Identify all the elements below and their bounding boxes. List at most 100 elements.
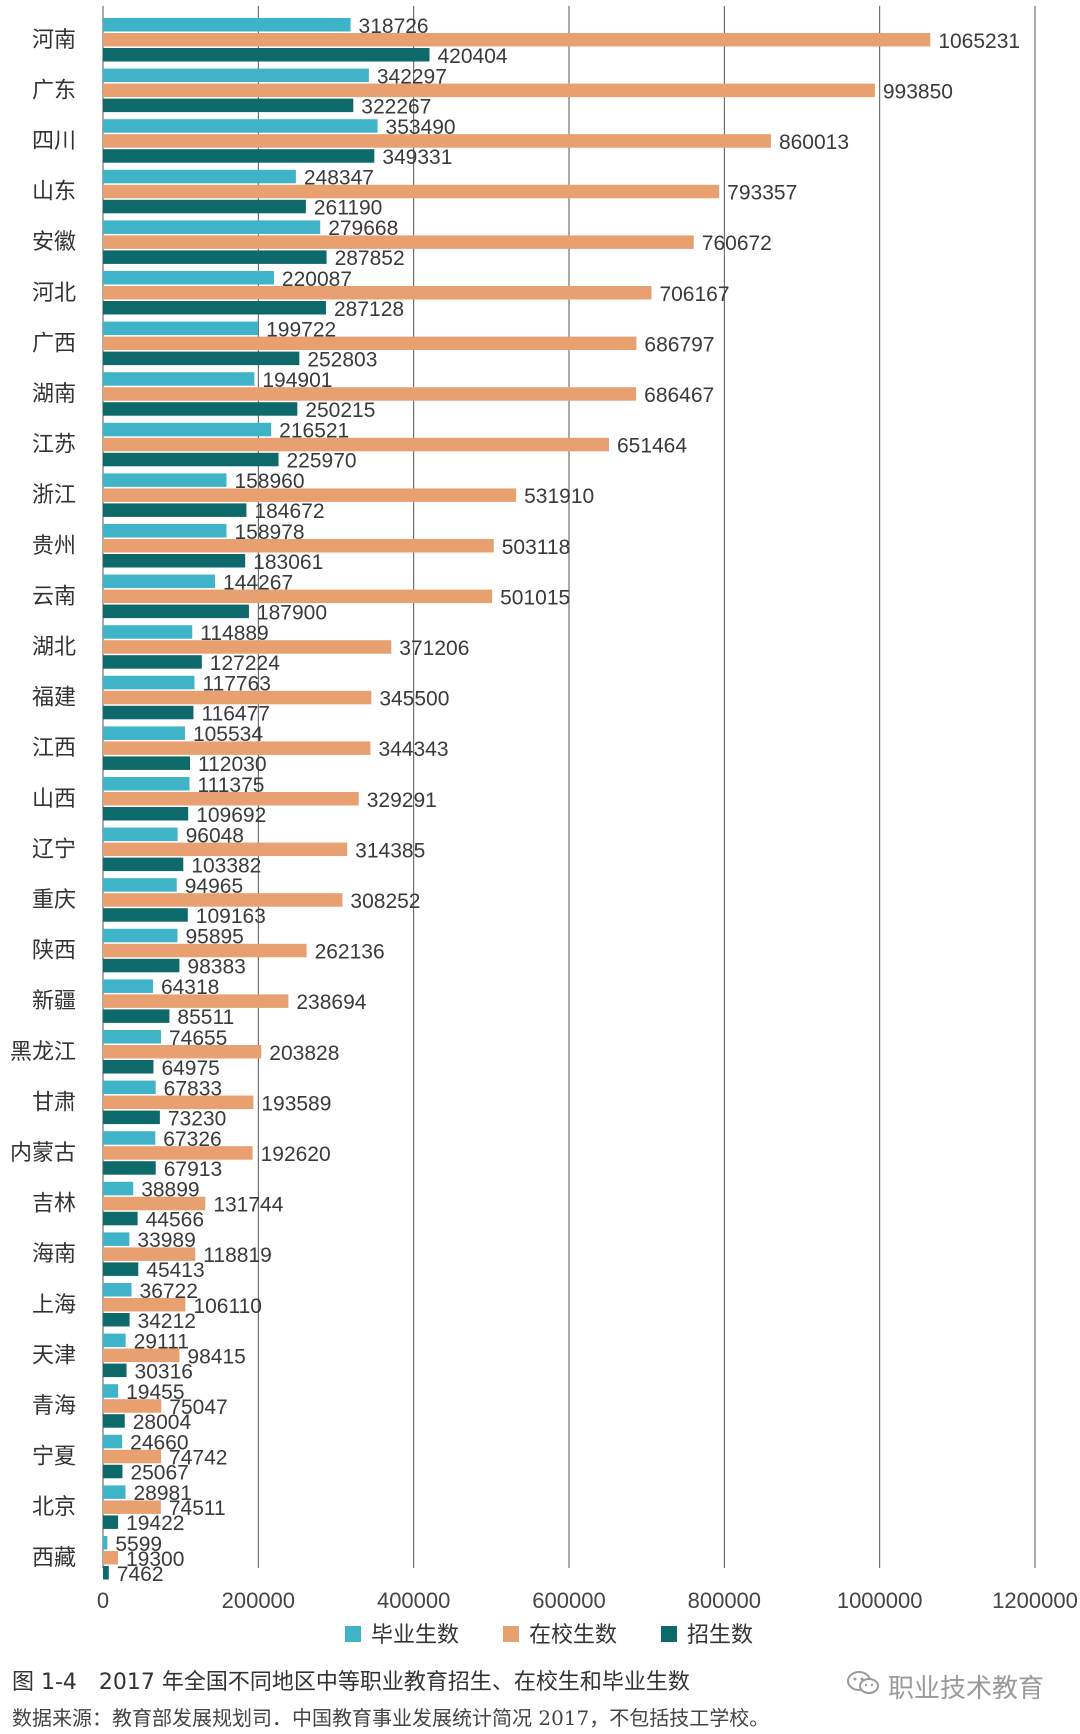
bar — [103, 928, 178, 943]
data-label: 74511 — [169, 1497, 226, 1520]
data-label: 5599 — [115, 1533, 162, 1556]
x-tick-label: 1200000 — [992, 1588, 1078, 1613]
data-label: 238694 — [296, 991, 366, 1014]
data-label: 109692 — [196, 804, 266, 827]
bar — [103, 1181, 134, 1196]
data-label: 38899 — [141, 1179, 199, 1202]
bar — [103, 1313, 130, 1327]
data-label: 158960 — [234, 470, 304, 493]
legend-label: 毕业生数 — [371, 1623, 459, 1648]
bar — [103, 994, 289, 1008]
data-label: 131744 — [213, 1194, 283, 1217]
data-label: 24660 — [130, 1432, 188, 1455]
x-tick-label: 0 — [97, 1588, 109, 1613]
data-label: 74655 — [169, 1027, 227, 1050]
data-label: 203828 — [269, 1042, 339, 1065]
bar — [103, 741, 371, 755]
bar — [103, 336, 637, 351]
data-label: 250215 — [305, 399, 375, 422]
data-label: 112030 — [198, 753, 267, 776]
legend-swatch — [503, 1626, 519, 1642]
category-label: 贵州 — [32, 534, 76, 559]
data-label: 36722 — [140, 1280, 198, 1303]
bar — [103, 792, 359, 806]
data-label: 34212 — [138, 1310, 196, 1333]
data-label: 96048 — [186, 824, 244, 847]
data-label: 686797 — [644, 333, 714, 356]
data-label: 308252 — [350, 890, 420, 913]
category-label: 湖北 — [32, 635, 76, 660]
data-label: 95895 — [185, 926, 243, 949]
bar — [103, 48, 430, 62]
bar — [103, 574, 216, 589]
category-label: 黑龙江 — [10, 1040, 76, 1065]
bar — [103, 1464, 123, 1479]
category-label: 吉林 — [32, 1192, 76, 1217]
bar — [103, 675, 195, 690]
category-label: 山西 — [32, 787, 76, 812]
bar — [103, 452, 279, 467]
data-label: 28981 — [134, 1482, 192, 1505]
category-label: 广西 — [32, 331, 76, 356]
data-label: 127224 — [210, 652, 280, 675]
bar — [103, 958, 180, 973]
data-label: 74742 — [169, 1447, 227, 1470]
data-label: 345500 — [379, 688, 449, 711]
category-label: 河北 — [32, 281, 76, 306]
data-label: 19455 — [126, 1381, 184, 1404]
data-label: 225970 — [287, 450, 357, 473]
data-label: 192620 — [261, 1143, 331, 1166]
data-label: 64318 — [161, 976, 219, 999]
data-label: 318726 — [359, 15, 429, 38]
category-label: 山东 — [32, 180, 76, 205]
bar — [103, 979, 153, 993]
data-label: 144267 — [223, 571, 293, 594]
x-tick-label: 1000000 — [837, 1588, 923, 1613]
data-label: 73230 — [168, 1107, 226, 1130]
data-label: 314385 — [355, 839, 425, 862]
data-label: 98383 — [187, 956, 245, 979]
bar — [103, 351, 300, 366]
data-label: 64975 — [161, 1057, 219, 1080]
bar — [103, 1161, 156, 1175]
data-label: 686467 — [644, 384, 714, 407]
legend-label: 招生数 — [687, 1623, 753, 1648]
bar — [103, 893, 343, 907]
category-label: 江苏 — [32, 433, 76, 458]
bar — [103, 1298, 186, 1312]
bar — [103, 1211, 138, 1226]
category-label: 上海 — [32, 1293, 76, 1318]
data-label: 193589 — [261, 1092, 331, 1115]
bar — [103, 1009, 170, 1023]
data-label: 420404 — [438, 45, 508, 68]
data-label: 793357 — [727, 182, 797, 205]
bar-chart: 0 200000 400000 600000 800000 1000000 1200000 河… — [10, 6, 1078, 1648]
category-label: 北京 — [32, 1495, 76, 1520]
bar — [103, 857, 184, 872]
bar — [103, 1414, 125, 1428]
bar — [103, 1333, 126, 1348]
data-label: 706167 — [659, 283, 729, 306]
category-label: 新疆 — [32, 989, 76, 1014]
bar — [103, 422, 272, 437]
category-label: 浙江 — [32, 483, 76, 508]
data-label: 760672 — [702, 232, 772, 255]
category-label: 安徽 — [32, 230, 76, 255]
bar — [103, 554, 246, 568]
category-label: 重庆 — [32, 888, 76, 913]
data-label: 503118 — [502, 536, 571, 559]
data-label: 103382 — [191, 854, 261, 877]
legend-swatch — [345, 1626, 361, 1642]
bar — [103, 807, 189, 821]
bar — [103, 321, 259, 336]
bar — [103, 301, 327, 315]
data-label: 216521 — [279, 420, 349, 443]
category-label: 湖南 — [32, 382, 76, 407]
data-label: 106110 — [193, 1295, 262, 1318]
data-label: 33989 — [137, 1229, 195, 1252]
data-label: 1065231 — [938, 30, 1020, 53]
data-label: 85511 — [177, 1006, 234, 1029]
x-tick-label: 400000 — [377, 1588, 450, 1613]
data-label: 199722 — [266, 318, 336, 341]
bar — [103, 1384, 119, 1398]
